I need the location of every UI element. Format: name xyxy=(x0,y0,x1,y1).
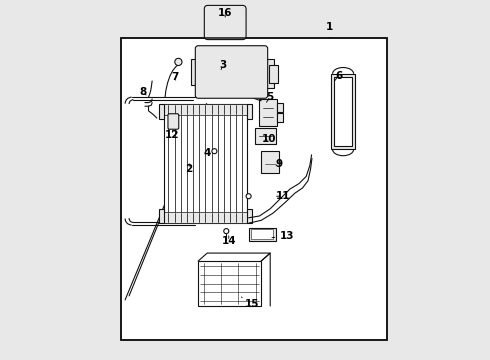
Bar xyxy=(159,104,164,119)
Text: 15: 15 xyxy=(242,297,259,309)
Text: 1: 1 xyxy=(326,22,333,38)
Text: 6: 6 xyxy=(335,71,342,81)
Bar xyxy=(164,104,247,223)
FancyBboxPatch shape xyxy=(204,5,246,40)
Bar xyxy=(255,128,276,144)
Bar xyxy=(251,229,273,239)
Circle shape xyxy=(246,194,251,199)
Bar xyxy=(265,59,274,88)
Text: 3: 3 xyxy=(220,60,227,70)
Text: 16: 16 xyxy=(218,8,232,18)
Circle shape xyxy=(212,149,217,154)
Circle shape xyxy=(222,21,228,26)
Text: 2: 2 xyxy=(186,164,193,174)
Bar xyxy=(259,99,277,126)
Text: 14: 14 xyxy=(221,236,236,246)
Circle shape xyxy=(215,13,235,33)
FancyBboxPatch shape xyxy=(168,114,179,129)
Circle shape xyxy=(220,18,231,29)
Bar xyxy=(277,103,283,112)
Bar xyxy=(121,38,387,340)
Bar xyxy=(198,261,261,306)
Text: 8: 8 xyxy=(140,87,147,97)
Bar xyxy=(277,113,283,122)
Text: 13: 13 xyxy=(272,231,294,241)
Bar xyxy=(269,65,278,83)
Text: 10: 10 xyxy=(262,134,277,144)
Bar xyxy=(261,151,279,173)
Text: 7: 7 xyxy=(171,72,178,82)
Bar xyxy=(248,228,275,241)
Bar xyxy=(247,209,252,223)
Text: 11: 11 xyxy=(275,191,290,201)
Bar xyxy=(191,59,200,85)
Bar xyxy=(121,38,387,340)
Circle shape xyxy=(224,229,229,234)
Text: 5: 5 xyxy=(267,92,274,102)
Text: 9: 9 xyxy=(276,159,283,169)
Text: 4: 4 xyxy=(203,148,211,158)
Bar xyxy=(247,104,252,119)
Bar xyxy=(164,104,247,115)
Text: 12: 12 xyxy=(165,130,179,140)
FancyBboxPatch shape xyxy=(196,46,268,98)
Bar xyxy=(159,209,164,223)
Bar xyxy=(331,74,355,149)
Bar xyxy=(334,77,352,146)
Bar xyxy=(164,212,247,223)
Circle shape xyxy=(175,58,182,66)
